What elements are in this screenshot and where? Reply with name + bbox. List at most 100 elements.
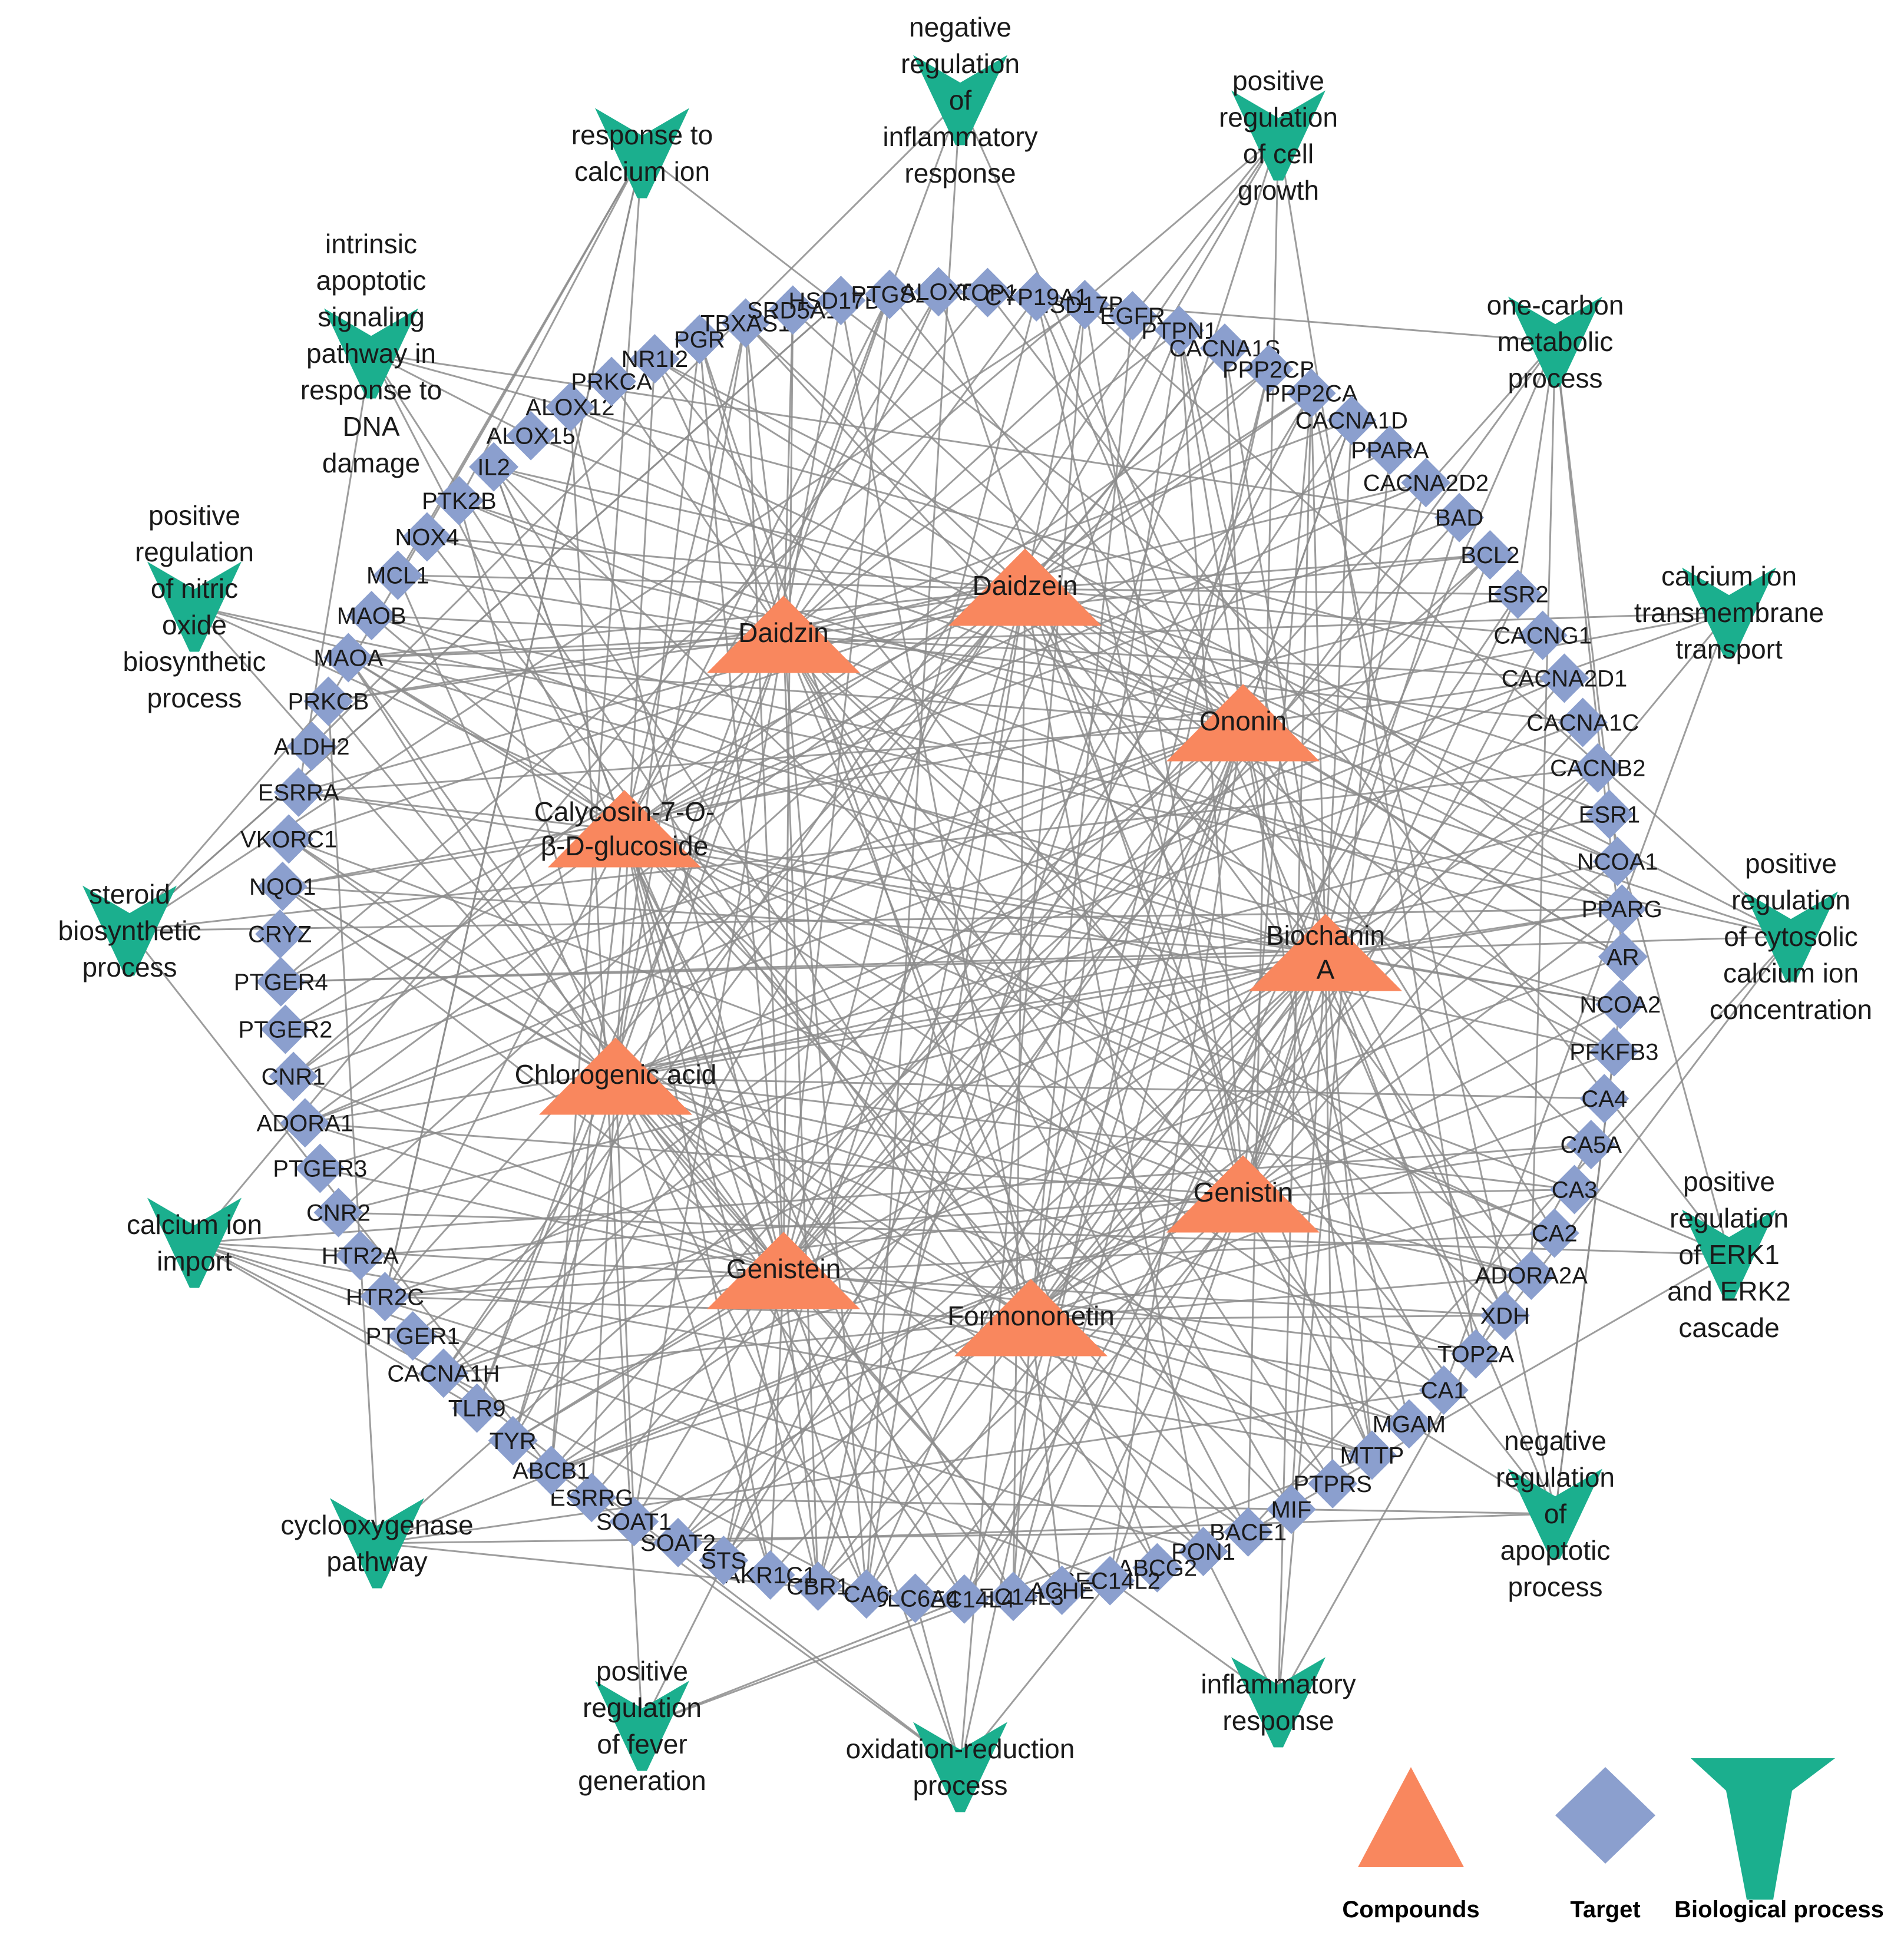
edge-compound-target xyxy=(782,300,842,637)
target-label: ALDH2 xyxy=(274,734,350,760)
edge-process-target xyxy=(1132,135,1280,317)
edge-compound-target xyxy=(298,791,1326,955)
edge-process-target xyxy=(194,1242,867,1595)
target-label: BACE1 xyxy=(1209,1520,1287,1546)
edge-compound-target xyxy=(1030,677,1565,1320)
target-label: ALOX15 xyxy=(486,424,575,449)
edge-compound-target xyxy=(1035,296,1244,1196)
edge-process-target xyxy=(914,1598,961,1768)
target-label: PPARG xyxy=(1582,896,1662,922)
edge-process-target xyxy=(1517,341,1556,594)
target-node-cbr1: CBR1 xyxy=(786,1561,849,1611)
legend: Compounds Target Biological process xyxy=(1342,1758,1884,1923)
target-diamond-icon xyxy=(1419,1365,1469,1415)
target-diamond-icon xyxy=(939,1574,989,1624)
target-label: BCL2 xyxy=(1460,542,1519,568)
target-diamond-icon xyxy=(1597,884,1647,934)
edge-compound-target xyxy=(615,1077,1249,1533)
edge-process-target xyxy=(476,100,961,1409)
target-node-ca5a: CA5A xyxy=(1561,1120,1622,1170)
target-diamond-icon xyxy=(1465,530,1515,580)
target-node-ptger1: PTGER1 xyxy=(366,1311,460,1361)
target-label: CACNA1C xyxy=(1526,710,1639,736)
process-node-response-to-calcium-ion: response to calcium ion xyxy=(571,108,713,198)
target-diamond-icon xyxy=(1132,1543,1182,1593)
target-label: ESRRA xyxy=(258,780,339,806)
edge-compound-target xyxy=(769,954,1327,1576)
edge-compound-target xyxy=(551,1195,1244,1471)
edge-compound-target xyxy=(1324,954,1373,1455)
edge-compound-target xyxy=(624,829,1555,1234)
edge-compound-target xyxy=(1061,1195,1244,1591)
target-node-ca2: CA2 xyxy=(1529,1208,1579,1258)
edge-compound-target xyxy=(654,358,785,637)
legend-target-label: Target xyxy=(1570,1897,1640,1923)
edge-layer xyxy=(128,99,1792,1768)
target-diamond-icon xyxy=(323,633,373,683)
target-node-mcl1: MCL1 xyxy=(366,550,429,600)
target-label: CNR2 xyxy=(306,1200,371,1226)
target-label: MTTP xyxy=(1340,1443,1404,1468)
target-diamond-icon xyxy=(1037,1565,1087,1615)
edge-compound-target xyxy=(963,724,1244,1600)
edge-compound-target xyxy=(1030,767,1599,1321)
legend-process-label: Biological process xyxy=(1674,1897,1884,1923)
edge-compound-target xyxy=(385,1195,1244,1298)
edge-process-target xyxy=(1443,612,1730,1391)
target-label: NCOA1 xyxy=(1577,849,1658,875)
edge-process-target xyxy=(194,1242,1204,1553)
process-arrow-icon xyxy=(1682,1209,1776,1300)
target-node-ca4: CA4 xyxy=(1579,1074,1629,1124)
edge-compound-target xyxy=(698,339,1032,1320)
edge-compound-target xyxy=(1242,517,1460,1196)
target-label: ADORA1 xyxy=(257,1110,354,1136)
process-label: intrinsic apoptotic signaling pathway in res… xyxy=(300,229,442,478)
compound-label: Formononetin xyxy=(947,1301,1115,1331)
edge-compound-target xyxy=(348,657,1244,1197)
target-diamond-icon xyxy=(1384,1399,1434,1449)
target-diamond-icon xyxy=(890,1573,940,1623)
target-diamond-icon xyxy=(1060,280,1110,330)
process-arrow-icon xyxy=(595,1680,689,1771)
target-node-ppp2ca: PPP2CA xyxy=(1265,368,1358,418)
target-diamond-icon xyxy=(1584,789,1634,839)
edge-process-target xyxy=(311,99,961,747)
edge-compound-target xyxy=(569,406,785,1273)
process-arrow-icon xyxy=(913,1722,1007,1812)
target-node-cacna1c: CACNA1C xyxy=(1526,697,1639,747)
target-diamond-icon xyxy=(373,550,423,600)
target-node-xdh: XDH xyxy=(1480,1291,1530,1341)
target-node-htr2a: HTR2A xyxy=(322,1230,399,1281)
target-diamond-icon xyxy=(269,1051,319,1101)
target-diamond-icon xyxy=(264,814,314,864)
target-node-sts: STS xyxy=(699,1536,749,1586)
process-label: calcium ion transmembrane transport xyxy=(1634,561,1824,664)
process-label: steroid biosynthetic process xyxy=(58,879,201,982)
edge-compound-target xyxy=(745,323,785,1273)
edge-compound-target xyxy=(1242,594,1519,1196)
edge-compound-target xyxy=(783,1232,1555,1273)
target-diamond-icon xyxy=(1085,1556,1135,1606)
edge-compound-target xyxy=(614,1077,1014,1597)
edge-compound-target xyxy=(348,657,1326,955)
compound-triangle-icon xyxy=(1166,684,1320,762)
edge-process-target xyxy=(458,153,643,501)
process-arrow-icon xyxy=(913,55,1007,145)
edge-process-target xyxy=(641,393,1313,1726)
target-node-cryz: CRYZ xyxy=(248,909,312,959)
compound-triangle-icon xyxy=(707,1232,860,1309)
edge-process-target xyxy=(1202,1551,1280,1703)
target-diamond-icon xyxy=(418,1348,468,1398)
edge-compound-target xyxy=(783,635,1565,679)
process-arrow-icon xyxy=(595,108,689,198)
target-node-cacna1d: CACNA1D xyxy=(1295,395,1408,445)
edge-compound-target xyxy=(783,419,1352,637)
compound-label: Genistin xyxy=(1194,1177,1293,1207)
target-node-ncoa1: NCOA1 xyxy=(1577,836,1658,886)
process-label: negative regulation of apoptotic process xyxy=(1496,1425,1615,1602)
target-node-soat2: SOAT2 xyxy=(640,1517,716,1567)
edge-compound-target xyxy=(458,500,617,1078)
target-label: NCOA2 xyxy=(1579,992,1661,1018)
edge-compound-target xyxy=(427,536,1244,726)
target-node-esrra: ESRRA xyxy=(258,767,339,817)
